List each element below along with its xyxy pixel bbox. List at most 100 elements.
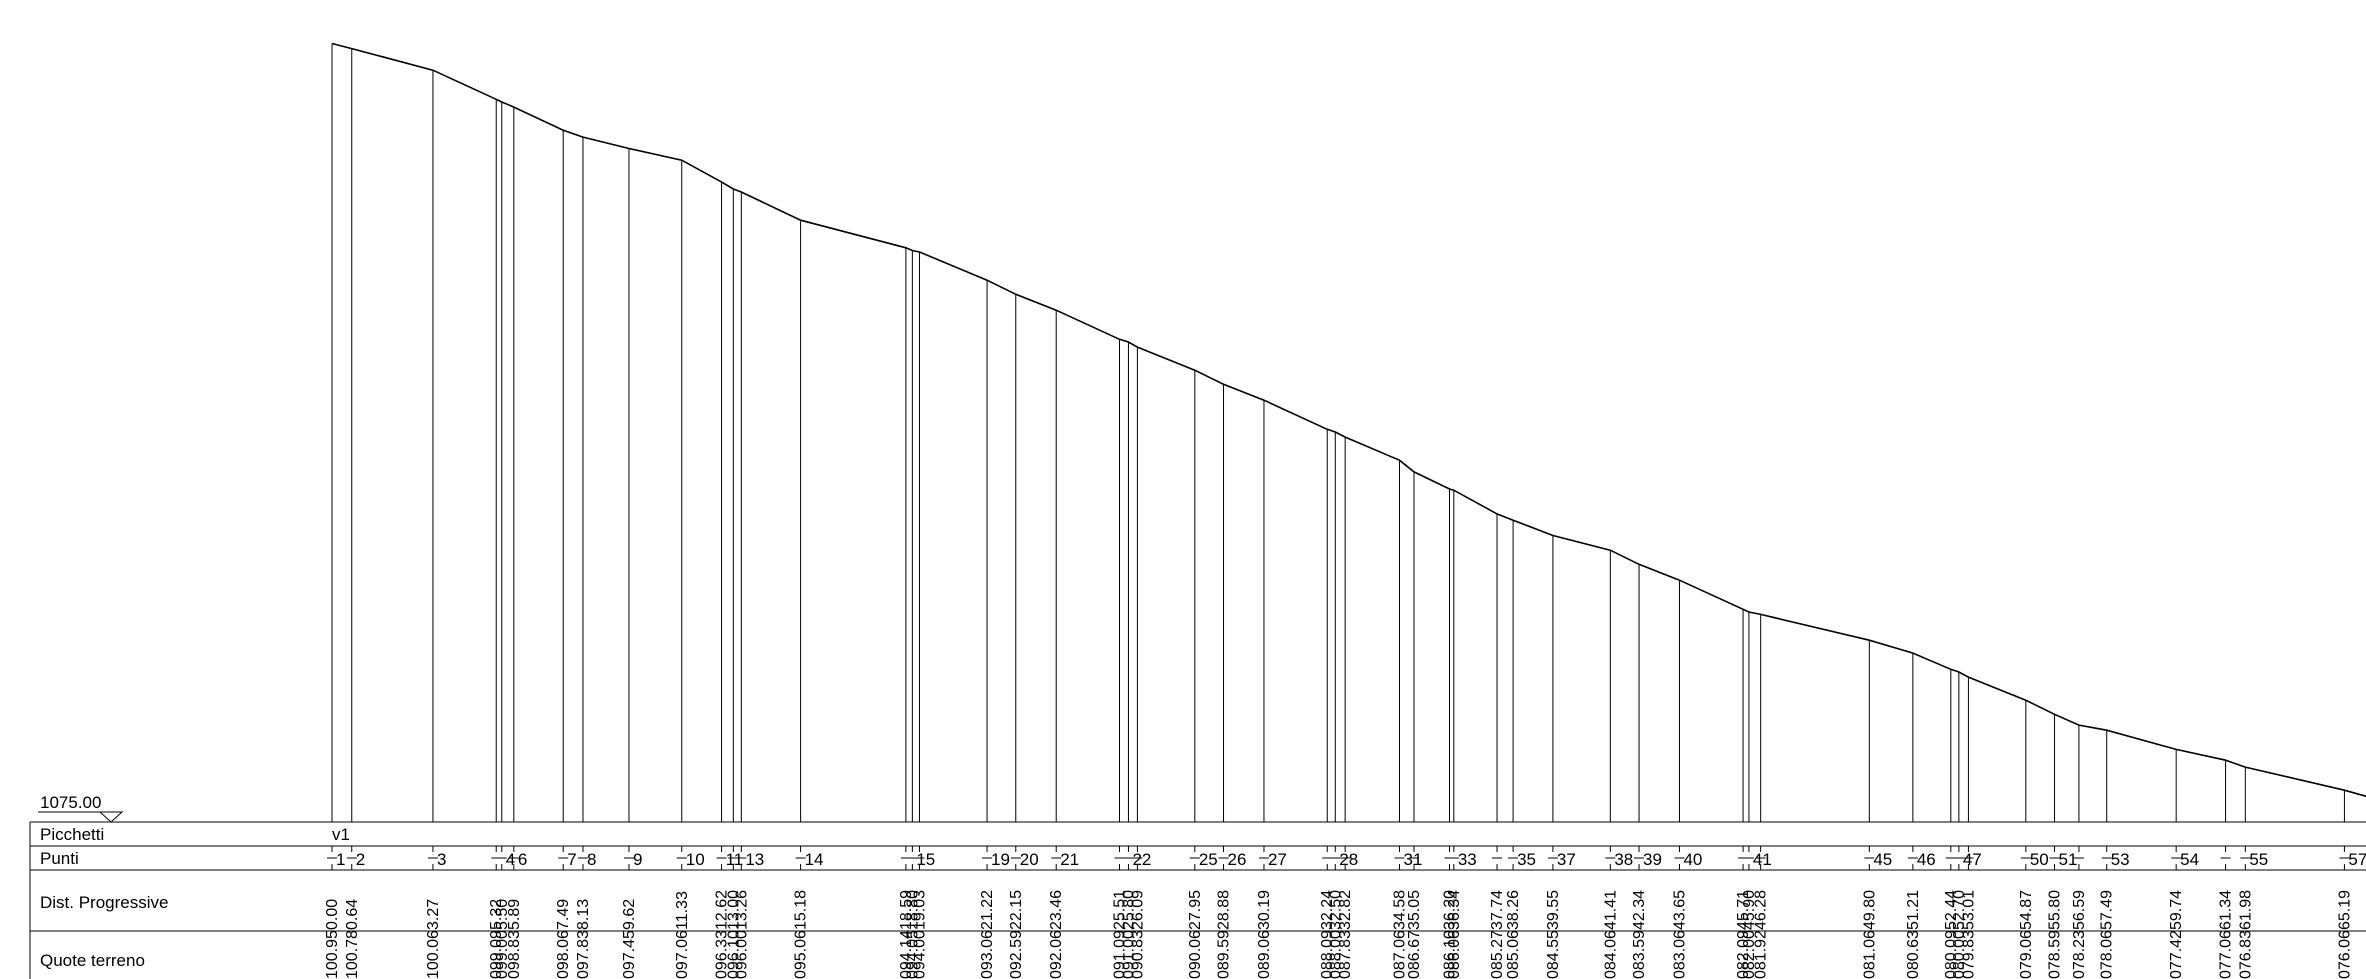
quote-label: 099.00 <box>494 930 511 979</box>
quote-label: 084.55 <box>1545 930 1562 979</box>
quote-label: 094.14 <box>898 930 915 979</box>
quote-label: 088.00 <box>1327 930 1344 979</box>
datum-triangle-icon <box>98 811 124 823</box>
punti-label: 11 <box>726 850 744 869</box>
row-label-dist: Dist. Progressive <box>40 893 168 912</box>
dist-label: 25.80 <box>1120 890 1137 930</box>
dist-label: 0.64 <box>344 899 361 930</box>
quote-label: 080.09 <box>1943 930 1960 979</box>
dist-label: 26.09 <box>1129 890 1146 930</box>
quote-label: 098.83 <box>506 930 523 979</box>
dist-label: 12.62 <box>714 890 731 930</box>
punti-label: 21 <box>1060 850 1079 869</box>
terrain-profile-line <box>331 42 2366 798</box>
dist-label: 11.33 <box>674 891 691 930</box>
dist-label: 25.51 <box>1111 890 1128 930</box>
dist-label: 46.28 <box>1753 890 1770 930</box>
dist-label: 19.03 <box>911 890 928 930</box>
punti-label: 15 <box>916 850 935 869</box>
punti-label: 8 <box>587 850 596 869</box>
punti-label: 53 <box>2111 850 2130 869</box>
quote-label: 086.10 <box>1441 930 1458 979</box>
punti-label: 26 <box>1228 850 1247 869</box>
quote-label: 088.09 <box>1319 930 1336 979</box>
quote-label: 096.33 <box>714 930 731 979</box>
dist-label: 15.18 <box>793 890 810 930</box>
dist-label: 13.26 <box>733 890 750 930</box>
quote-label: 096.00 <box>733 930 750 979</box>
punti-label: 6 <box>518 850 527 869</box>
quote-label: 083.06 <box>1671 930 1688 979</box>
quote-label: 092.59 <box>1008 930 1025 979</box>
quote-label: 080.00 <box>1951 930 1968 979</box>
dist-label: 18.59 <box>898 890 915 930</box>
punti-label: 37 <box>1557 850 1576 869</box>
quote-label: 079.06 <box>2018 930 2035 979</box>
quote-label: 094.00 <box>911 930 928 979</box>
dist-label: 30.19 <box>1256 890 1273 930</box>
dist-label: 8.13 <box>575 899 592 930</box>
quote-label: 085.06 <box>1505 930 1522 979</box>
quote-label: 078.59 <box>2047 930 2064 979</box>
punti-label: 38 <box>1614 850 1633 869</box>
dist-label: 52.70 <box>1951 890 1968 930</box>
quote-label: 078.23 <box>2071 930 2088 979</box>
dist-label: 35.05 <box>1406 890 1423 930</box>
picchetti-row: v1 <box>332 825 350 844</box>
quote-label: 082.00 <box>1741 930 1758 979</box>
dist-label: 18.80 <box>904 890 921 930</box>
quote-label: 099.09 <box>488 930 505 979</box>
dist-label: 32.82 <box>1337 890 1354 930</box>
row-label-picchetti: Picchetti <box>40 825 104 844</box>
punti-label: 54 <box>2180 850 2199 869</box>
quote-label: 081.92 <box>1753 930 1770 979</box>
dist-label: 5.32 <box>488 899 505 930</box>
quote-label: 079.83 <box>1960 930 1977 979</box>
punti-label: 41 <box>1753 850 1772 869</box>
row-label-punti: Punti <box>40 849 79 868</box>
quote-label: 077.42 <box>2168 930 2185 979</box>
punti-label: 20 <box>1020 850 1039 869</box>
punti-label: 57 <box>2348 850 2366 869</box>
quote-label: 091.09 <box>1111 930 1128 979</box>
punti-label: 22 <box>1132 850 1151 869</box>
quote-label: 090.06 <box>1187 930 1204 979</box>
dist-label: 23.46 <box>1048 890 1065 930</box>
punti-label: 3 <box>437 850 446 869</box>
dist-label: 22.15 <box>1008 890 1025 930</box>
dist-label: 39.55 <box>1545 890 1562 930</box>
quote-label: 097.45 <box>621 930 638 979</box>
quote-label: 076.06 <box>2336 930 2353 979</box>
dist-label: 55.80 <box>2047 890 2064 930</box>
punti-row: 1 2 3 4 6 7 8 9 10 11 13 14 15 19 20 21 22 25 26 27 28 31 33 35… <box>327 846 2366 870</box>
punti-label: 10 <box>686 850 705 869</box>
dist-label: 13.00 <box>725 890 742 930</box>
quote-label: 083.59 <box>1631 930 1648 979</box>
dist-label: 53.01 <box>1960 890 1977 930</box>
quote-label: 089.06 <box>1256 930 1273 979</box>
quote-label: 094.05 <box>904 930 921 979</box>
quote-label: 097.83 <box>575 930 592 979</box>
quote-label: 098.06 <box>555 930 572 979</box>
punti-label: 55 <box>2249 850 2268 869</box>
dist-label: 27.95 <box>1187 890 1204 930</box>
dist-label: 59.74 <box>2168 890 2185 930</box>
dist-label: 5.89 <box>506 899 523 930</box>
quote-label: 086.06 <box>1446 930 1463 979</box>
dist-label: 61.34 <box>2218 890 2235 930</box>
quote-label: 080.63 <box>1905 930 1922 979</box>
quote-label: 087.06 <box>1391 930 1408 979</box>
quote-label: 082.09 <box>1735 930 1752 979</box>
punti-label: 45 <box>1873 850 1892 869</box>
dist-label: 21.22 <box>979 890 996 930</box>
quote-label: 100.78 <box>344 930 361 979</box>
station-verticals <box>331 43 2345 822</box>
quote-label: 076.83 <box>2237 930 2254 979</box>
punti-label: 14 <box>805 850 824 869</box>
punti-label: 39 <box>1643 850 1662 869</box>
punti-label: 2 <box>356 850 365 869</box>
punti-label: 31 <box>1403 850 1422 869</box>
punti-label: 7 <box>567 850 576 869</box>
dist-label: 36.34 <box>1446 890 1463 930</box>
